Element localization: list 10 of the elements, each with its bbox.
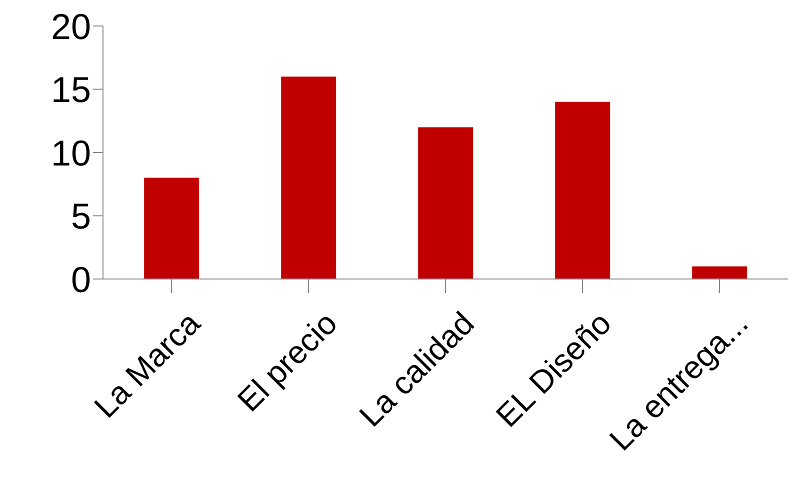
bar [555, 102, 610, 279]
y-tick-label: 5 [70, 196, 91, 237]
bar [144, 178, 200, 279]
y-tick-label: 0 [70, 258, 91, 300]
y-tick-label: 15 [50, 69, 91, 110]
y-tick-label: 20 [50, 6, 91, 47]
bar [418, 127, 474, 279]
bar [692, 266, 748, 279]
y-tick-label: 10 [50, 132, 91, 174]
bar [281, 76, 336, 279]
